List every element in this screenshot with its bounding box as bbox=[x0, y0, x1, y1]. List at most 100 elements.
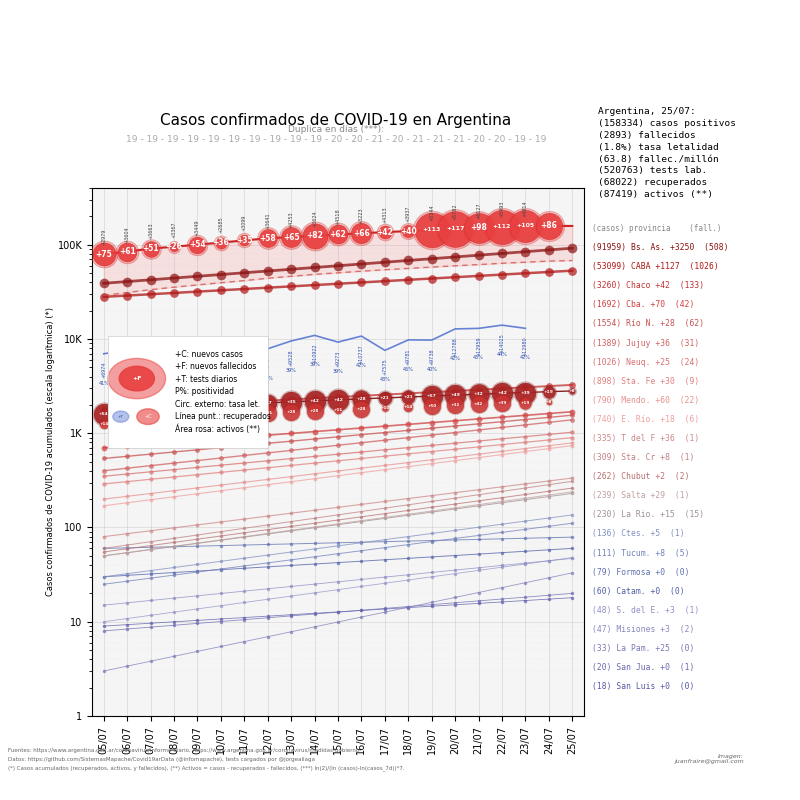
Text: +39: +39 bbox=[521, 390, 530, 394]
Text: +10737: +10737 bbox=[359, 344, 364, 364]
Text: +10: +10 bbox=[380, 406, 390, 410]
Text: +27: +27 bbox=[263, 401, 273, 405]
Text: +49: +49 bbox=[450, 393, 460, 397]
Text: +105: +105 bbox=[516, 223, 534, 229]
Text: +75: +75 bbox=[95, 250, 112, 258]
Text: +112: +112 bbox=[493, 224, 511, 229]
Text: (1692) Cba. +70  (42): (1692) Cba. +70 (42) bbox=[592, 300, 694, 310]
Text: +5344: +5344 bbox=[430, 204, 434, 221]
Text: +33: +33 bbox=[146, 408, 155, 412]
Text: 45%: 45% bbox=[403, 366, 414, 372]
Text: +36: +36 bbox=[213, 238, 230, 247]
Text: +32: +32 bbox=[474, 392, 483, 396]
Text: +23: +23 bbox=[239, 402, 249, 406]
Text: +5493: +5493 bbox=[499, 201, 505, 218]
Circle shape bbox=[137, 409, 159, 425]
Text: +9015: +9015 bbox=[171, 351, 177, 368]
Text: +28: +28 bbox=[357, 407, 366, 411]
Text: +42: +42 bbox=[497, 391, 507, 395]
Text: +13: +13 bbox=[216, 414, 226, 418]
Text: +26: +26 bbox=[166, 242, 182, 251]
Text: +50: +50 bbox=[427, 404, 436, 408]
Y-axis label: Casos confirmados de COVID-19 acumulados (escala logarítmica) (*): Casos confirmados de COVID-19 acumulados… bbox=[46, 307, 54, 597]
Text: +42: +42 bbox=[333, 398, 343, 402]
Text: +14: +14 bbox=[99, 422, 108, 426]
Text: (309) Sta. Cr +8  (1): (309) Sta. Cr +8 (1) bbox=[592, 453, 694, 462]
Text: +51: +51 bbox=[142, 244, 159, 253]
Text: (790) Mendo. +60  (22): (790) Mendo. +60 (22) bbox=[592, 396, 699, 405]
Text: +11: +11 bbox=[334, 408, 342, 412]
Text: 44%: 44% bbox=[497, 352, 507, 357]
Text: +8577: +8577 bbox=[148, 354, 153, 370]
Text: 19 - 19 - 19 - 19 - 19 - 19 - 19 - 19 - 19 - 19 - 20 - 20 - 21 - 20 - 21 - 21 - : 19 - 19 - 19 - 19 - 19 - 19 - 19 - 19 - … bbox=[126, 135, 546, 144]
Text: 45%: 45% bbox=[473, 355, 484, 360]
Text: (239) Salta +29  (1): (239) Salta +29 (1) bbox=[592, 491, 690, 500]
Text: +39: +39 bbox=[498, 402, 506, 406]
Text: +9273: +9273 bbox=[335, 350, 341, 366]
Text: 41%: 41% bbox=[98, 381, 109, 386]
Text: +8: +8 bbox=[569, 389, 575, 393]
Text: Argentina, 25/07:
(158334) casos positivos
(2893) fallecidos
(1.8%) tasa letalid: Argentina, 25/07: (158334) casos positiv… bbox=[598, 107, 736, 199]
Text: +21: +21 bbox=[380, 396, 390, 400]
Text: +T: +T bbox=[118, 414, 124, 418]
Text: +5782: +5782 bbox=[453, 203, 458, 220]
Text: (33) La Pam. +25  (0): (33) La Pam. +25 (0) bbox=[592, 644, 694, 653]
Text: 43%: 43% bbox=[379, 377, 390, 382]
Text: +117: +117 bbox=[446, 226, 464, 231]
Text: (casos) provincia    (fall.): (casos) provincia (fall.) bbox=[592, 224, 722, 233]
Text: (20) San Jua. +0  (1): (20) San Jua. +0 (1) bbox=[592, 663, 694, 672]
Text: +66: +66 bbox=[353, 229, 370, 238]
Text: (335) T del F +36  (1): (335) T del F +36 (1) bbox=[592, 434, 699, 443]
Text: +54: +54 bbox=[99, 412, 109, 416]
Circle shape bbox=[113, 411, 129, 422]
Text: +3604: +3604 bbox=[125, 226, 130, 242]
Text: (111) Tucum. +8  (5): (111) Tucum. +8 (5) bbox=[592, 549, 690, 558]
Text: (1554) Río N. +28  (62): (1554) Río N. +28 (62) bbox=[592, 319, 704, 329]
Text: (*) Casos acumulados (recuperados, activos, y fallecidos), (**) Activos = casos : (*) Casos acumulados (recuperados, activ… bbox=[8, 766, 405, 771]
Text: +12980: +12980 bbox=[523, 337, 528, 356]
Text: +82: +82 bbox=[306, 231, 323, 240]
Text: +28: +28 bbox=[286, 410, 296, 414]
Text: +12959: +12959 bbox=[476, 337, 481, 356]
Text: +3937: +3937 bbox=[406, 206, 410, 222]
Text: +9781: +9781 bbox=[406, 348, 410, 365]
Text: +62: +62 bbox=[330, 230, 346, 239]
Text: +9125: +9125 bbox=[195, 351, 200, 367]
Text: +8593: +8593 bbox=[218, 354, 223, 370]
Text: 38%: 38% bbox=[122, 378, 133, 382]
Text: 42%: 42% bbox=[450, 356, 461, 361]
Text: 39%: 39% bbox=[309, 362, 320, 367]
Text: +7575: +7575 bbox=[382, 358, 387, 375]
Text: +3099: +3099 bbox=[242, 215, 246, 231]
Text: (1026) Neuq. +25  (24): (1026) Neuq. +25 (24) bbox=[592, 358, 699, 366]
Text: +4313: +4313 bbox=[382, 206, 387, 223]
Text: +4814: +4814 bbox=[523, 200, 528, 217]
Text: (79) Formosa +0  (0): (79) Formosa +0 (0) bbox=[592, 568, 690, 577]
Text: +32: +32 bbox=[450, 403, 460, 407]
Text: +10: +10 bbox=[170, 416, 178, 420]
Text: +42: +42 bbox=[377, 228, 394, 237]
Text: +28: +28 bbox=[310, 409, 319, 413]
Text: (3260) Chaco +42  (133): (3260) Chaco +42 (133) bbox=[592, 282, 704, 290]
Text: +2685: +2685 bbox=[218, 217, 223, 234]
Text: +19: +19 bbox=[521, 401, 530, 405]
Text: +113: +113 bbox=[422, 227, 441, 233]
Text: +3223: +3223 bbox=[359, 207, 364, 224]
Text: +9528: +9528 bbox=[289, 349, 294, 366]
Text: (262) Chubut +2  (2): (262) Chubut +2 (2) bbox=[592, 472, 690, 481]
Text: +7873: +7873 bbox=[266, 357, 270, 374]
Text: (740) E. Río. +18  (6): (740) E. Río. +18 (6) bbox=[592, 415, 699, 424]
Text: +3367: +3367 bbox=[171, 221, 177, 238]
Text: Duplica en días (***):: Duplica en días (***): bbox=[288, 126, 384, 134]
Text: +10: +10 bbox=[146, 418, 155, 422]
Text: +61: +61 bbox=[118, 247, 135, 256]
Text: 42%: 42% bbox=[356, 363, 367, 368]
Text: 39%: 39% bbox=[333, 369, 343, 374]
Text: +19: +19 bbox=[544, 390, 554, 394]
Text: (48) S. del E. +3  (1): (48) S. del E. +3 (1) bbox=[592, 606, 699, 614]
Text: +12788: +12788 bbox=[453, 337, 458, 357]
Text: +35: +35 bbox=[236, 236, 253, 245]
Text: +30: +30 bbox=[193, 405, 202, 409]
Text: 38%: 38% bbox=[262, 375, 273, 381]
Text: +4253: +4253 bbox=[289, 211, 294, 228]
